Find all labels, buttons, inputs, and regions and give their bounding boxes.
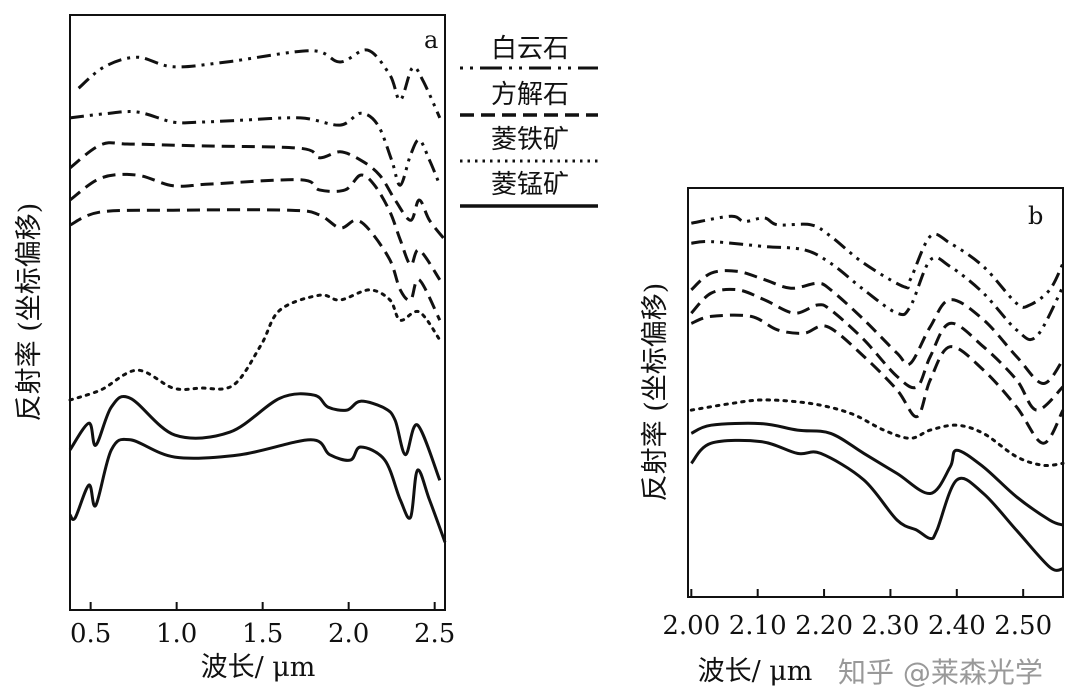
panel-label-a: a bbox=[424, 26, 438, 54]
series-line-dashed bbox=[690, 287, 1065, 412]
watermark: 知乎 @莱森光学 bbox=[838, 656, 1043, 689]
x-tick-label: 2.00 bbox=[662, 611, 720, 641]
series-line-dashed bbox=[690, 313, 1065, 445]
series-line-solid bbox=[68, 392, 442, 481]
x-tick-label: 1.0 bbox=[156, 619, 197, 649]
series-line-solid bbox=[68, 437, 447, 543]
x-ticks-a: 0.5 1.0 1.5 2.0 2.5 bbox=[70, 602, 455, 649]
series-line-solid bbox=[690, 421, 1064, 527]
x-tick-label: 2.50 bbox=[994, 611, 1052, 641]
x-tick-label: 2.30 bbox=[861, 611, 919, 641]
series-line-dash-dot-dot bbox=[691, 214, 1065, 309]
x-tick-label: 2.20 bbox=[795, 611, 853, 641]
panel-label-b: b bbox=[1028, 202, 1043, 230]
series-line-dashed bbox=[69, 172, 442, 281]
plot-frame-a bbox=[69, 14, 446, 611]
x-axis-label-a: 波长/ μm bbox=[201, 652, 316, 683]
panel-b: 2.00 2.10 2.20 2.30 2.40 2.50 b 波长/ μm 反射率 (坐… bbox=[640, 187, 1065, 687]
series-line-dash-dot-dot bbox=[69, 110, 442, 187]
series-line-dashed bbox=[69, 141, 447, 241]
x-tick-label: 2.5 bbox=[414, 619, 455, 649]
series-line-dash-dot-dot bbox=[77, 48, 442, 119]
x-tick-label: 2.10 bbox=[729, 611, 787, 641]
series-line-dotted bbox=[689, 398, 1065, 468]
x-ticks-b: 2.00 2.10 2.20 2.30 2.40 2.50 bbox=[662, 589, 1052, 641]
panel-a: 0.5 1.0 1.5 2.0 2.5 a 波长/ μm 反射率 (坐标偏移) bbox=[14, 14, 455, 683]
series-line-solid bbox=[690, 438, 1064, 572]
legend-label-dolomite: 白云石 bbox=[491, 34, 569, 64]
series-line-dashed bbox=[690, 269, 1065, 385]
series-line-dash-dot-dot bbox=[691, 239, 1065, 342]
series-lines-a bbox=[68, 48, 447, 543]
x-tick-label: 2.40 bbox=[928, 611, 986, 641]
series-line-dashed bbox=[69, 208, 442, 321]
legend-label-calcite: 方解石 bbox=[491, 80, 569, 110]
series-line-dotted bbox=[68, 288, 442, 402]
y-axis-label-b: 反射率 (坐标偏移) bbox=[640, 283, 671, 502]
legend-label-siderite: 菱铁矿 bbox=[491, 125, 569, 155]
x-axis-label-b: 波长/ μm bbox=[698, 656, 813, 687]
plot-frame-b bbox=[687, 187, 1064, 598]
series-lines-b bbox=[689, 214, 1065, 572]
x-tick-label: 0.5 bbox=[70, 619, 111, 649]
y-axis-label-a: 反射率 (坐标偏移) bbox=[14, 203, 45, 422]
legend-label-rhodochrosite: 菱锰矿 bbox=[491, 170, 569, 200]
legend: 白云石 方解石 菱铁矿 菱锰矿 bbox=[460, 34, 598, 208]
x-tick-label: 2.0 bbox=[328, 619, 369, 649]
x-tick-label: 1.5 bbox=[242, 619, 283, 649]
